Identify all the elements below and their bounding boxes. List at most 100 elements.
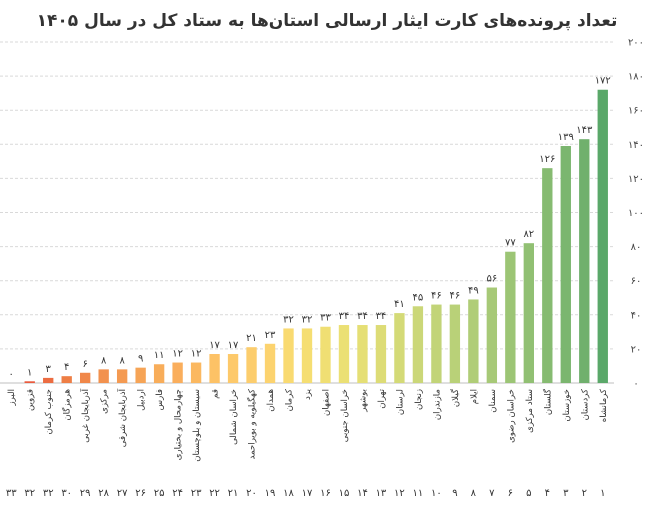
- bar-value-label: ۱۷۲: [595, 76, 611, 87]
- category-label: چهارمحال و بختیاری: [174, 389, 184, 460]
- bar: [542, 168, 553, 383]
- rank-label: ۱: [600, 488, 605, 499]
- category-label: خراسان جنوبی: [340, 389, 350, 442]
- category-label: اصفهان: [321, 389, 331, 416]
- bar-value-label: ۳۴: [339, 311, 350, 322]
- rank-label: ۱۸: [283, 488, 294, 499]
- rank-label: ۷: [489, 488, 495, 499]
- bar-value-label: ۳: [46, 364, 52, 375]
- bar-value-label: ۴۵: [413, 292, 424, 303]
- bar-value-label: ۷۷: [505, 238, 516, 249]
- y-tick-label: ۸۰: [631, 242, 642, 253]
- rank-label: ۲: [582, 488, 587, 499]
- bar: [394, 313, 405, 383]
- rank-label: ۲۰: [246, 488, 257, 499]
- rank-labels: ۳۳ ۳۲ ۳۲ ۳۰ ۲۹ ۲۸ ۲۷ ۲۶ ۲۵ ۲۴ ۲۳ ۲۲ ۲۱ ۲۰ ۱۹ ۱۸ ۱۷ ۱۶ ۱۵ ۱۴…: [6, 488, 606, 499]
- bar-value-label: ۱: [27, 367, 32, 378]
- y-tick-label: ۰: [633, 379, 638, 390]
- bar-value-label: ۱۲۶: [539, 154, 555, 165]
- category-label: بوشهر: [358, 389, 368, 413]
- y-tick-label: ۴۰: [631, 310, 642, 321]
- category-label: کهگیلویه و بویراحمد: [247, 388, 258, 459]
- bar-value-label: ۴۹: [468, 285, 479, 296]
- bar: [357, 325, 368, 383]
- category-label: اردبیل: [137, 389, 147, 411]
- y-tick-label: ۶۰: [631, 276, 642, 287]
- category-label: گلستان: [542, 388, 553, 415]
- category-label: کرمانشاه: [599, 388, 609, 422]
- bars: [24, 89, 608, 384]
- bar: [560, 146, 571, 383]
- rank-label: ۱۲: [394, 488, 405, 499]
- bar: [431, 304, 442, 383]
- bar: [375, 325, 387, 383]
- category-label: سیستان و بلوچستان: [192, 389, 202, 462]
- bar: [597, 89, 608, 384]
- y-tick-label: ۱۰۰: [628, 208, 644, 219]
- rank-label: ۱۳: [376, 488, 387, 499]
- rank-label: ۵: [526, 488, 531, 499]
- rank-label: ۶: [508, 488, 513, 499]
- category-label: لرستان: [395, 389, 405, 415]
- bar: [80, 372, 91, 383]
- category-label: آذربایجان شرقی: [116, 388, 128, 447]
- rank-label: ۱۹: [265, 488, 276, 499]
- bar: [505, 251, 516, 383]
- bar-value-label: ۸: [119, 355, 125, 366]
- category-label: گیلان: [450, 388, 461, 407]
- rank-label: ۱۰: [431, 488, 442, 499]
- bar-value-label: ۴۶: [431, 291, 442, 302]
- bar-value-label: ۲۱: [246, 333, 257, 344]
- bar-value-label: ۱۴۳: [576, 125, 593, 136]
- category-label: آذربایجان غربی: [79, 388, 91, 442]
- bar-value-label: ۱۲: [191, 349, 202, 360]
- bar: [24, 381, 35, 383]
- category-label: جنوب کرمان: [44, 389, 54, 435]
- category-label: کردستان: [580, 388, 590, 420]
- bar-value-label: ۱۷: [209, 340, 220, 351]
- rank-label: ۱۶: [320, 488, 331, 499]
- y-tick-label: ۱۲۰: [628, 174, 644, 185]
- gridlines: [0, 41, 614, 384]
- bar: [301, 328, 313, 383]
- rank-label: ۳۲: [24, 488, 35, 499]
- bar: [468, 299, 479, 383]
- rank-label: ۸: [471, 488, 477, 499]
- bar-value-label: ۴: [64, 362, 69, 373]
- rank-label: ۲۲: [209, 488, 220, 499]
- rank-label: ۲۶: [135, 488, 146, 499]
- bar: [246, 347, 257, 383]
- rank-label: ۲۸: [98, 488, 109, 499]
- bar: [283, 328, 294, 383]
- bar: [135, 367, 146, 383]
- category-label: مازندران: [432, 389, 442, 420]
- category-labels: البرز قزوین جنوب کرمان هرمزگان آذربایجان غرب…: [7, 388, 609, 462]
- bar: [412, 306, 424, 383]
- bar-value-label: ۲۳: [265, 330, 276, 341]
- bar-value-label: ۳۲: [283, 314, 294, 325]
- bar: [153, 364, 165, 383]
- bar-value-label: ۱۳۹: [558, 132, 574, 143]
- chart-title: تعداد پرونده‌های کارت ایثار ارسالی استان…: [37, 11, 618, 31]
- category-label: همدان: [266, 389, 276, 412]
- bar-value-label: ۸: [101, 355, 107, 366]
- bar: [523, 243, 534, 383]
- rank-label: ۳۰: [61, 488, 72, 499]
- category-label: فارس: [155, 389, 165, 410]
- bar-value-label: ۳۳: [320, 313, 331, 324]
- category-label: ستاد مرکزی: [525, 389, 535, 433]
- category-label: قزوین: [26, 389, 36, 411]
- bar-value-label: ۰: [9, 369, 14, 380]
- bar-value-label: ۳۴: [376, 311, 387, 322]
- category-label: ایلام: [469, 389, 479, 404]
- rank-label: ۲۱: [228, 488, 239, 499]
- bar-value-label: ۳۲: [302, 314, 313, 325]
- bar: [61, 376, 72, 383]
- category-label: خراسان رضوی: [506, 389, 516, 443]
- rank-label: ۳: [563, 488, 569, 499]
- bar: [209, 354, 220, 383]
- y-tick-label: ۱۸۰: [628, 72, 644, 83]
- bar-value-label: ۶: [82, 359, 87, 370]
